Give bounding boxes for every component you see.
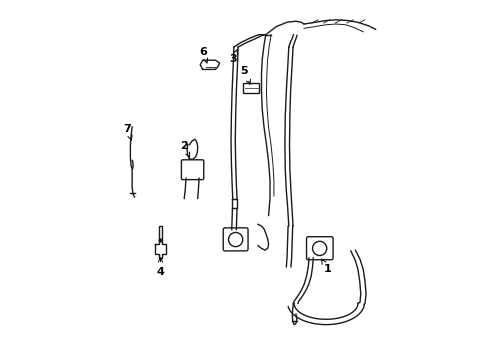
Text: 2: 2 bbox=[180, 141, 189, 157]
Text: 1: 1 bbox=[321, 259, 331, 274]
Text: 4: 4 bbox=[156, 258, 164, 277]
FancyBboxPatch shape bbox=[181, 160, 203, 180]
Text: 5: 5 bbox=[240, 66, 250, 84]
FancyBboxPatch shape bbox=[243, 82, 259, 93]
Text: 3: 3 bbox=[229, 49, 237, 64]
Text: 7: 7 bbox=[123, 123, 132, 140]
Text: 6: 6 bbox=[199, 47, 207, 63]
FancyBboxPatch shape bbox=[306, 237, 332, 260]
FancyBboxPatch shape bbox=[223, 228, 247, 251]
